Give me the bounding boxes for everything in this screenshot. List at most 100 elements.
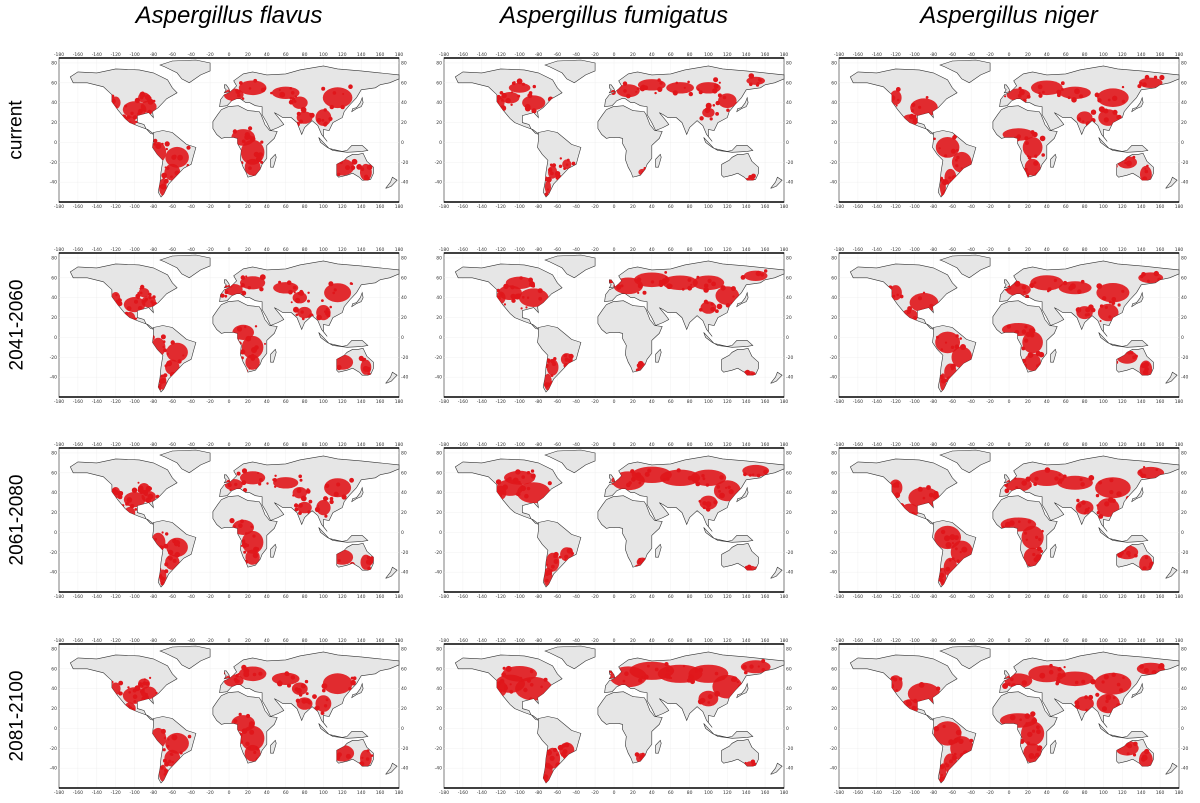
- suitable-area-speck: [936, 335, 939, 339]
- suitable-area-speck: [245, 713, 251, 719]
- suitable-area: [238, 80, 267, 96]
- lat-tick-label: 80: [831, 451, 837, 457]
- lon-tick-label: -140: [872, 247, 882, 253]
- lon-tick-label: 20: [1025, 52, 1031, 58]
- lon-tick-label: -120: [891, 52, 901, 58]
- lon-tick-label: 120: [723, 638, 732, 644]
- suitable-area-speck: [895, 481, 900, 486]
- suitable-area-speck: [1038, 351, 1045, 358]
- lon-tick-label: -180: [834, 52, 844, 58]
- lon-tick-label: 0: [1008, 399, 1011, 405]
- suitable-area-overlay: [108, 274, 372, 392]
- suitable-area-speck: [316, 314, 322, 321]
- lon-tick-label: -140: [477, 52, 487, 58]
- suitable-area-speck: [1126, 752, 1130, 756]
- lon-tick-label: 80: [1082, 399, 1088, 405]
- lat-tick-label: 80: [401, 256, 407, 262]
- suitable-area-speck: [1007, 682, 1011, 686]
- suitable-area-speck: [896, 293, 899, 297]
- suitable-area-speck: [332, 91, 337, 95]
- lon-tick-label: 80: [302, 399, 308, 405]
- suitable-area-speck: [1021, 680, 1027, 686]
- suitable-area-speck: [956, 559, 960, 563]
- suitable-area-speck: [948, 739, 954, 745]
- suitable-area-speck: [551, 163, 557, 168]
- suitable-area-speck: [717, 679, 720, 681]
- lat-tick-label: 40: [831, 100, 837, 106]
- landmass-madagascar: [655, 739, 662, 754]
- lat-tick-label: 80: [436, 256, 442, 262]
- suitable-area-speck: [1014, 280, 1021, 287]
- suitable-area-speck: [1107, 497, 1114, 503]
- suitable-area-speck: [287, 683, 291, 688]
- lon-tick-label: 60: [668, 638, 674, 644]
- lon-tick-label: -120: [891, 442, 901, 448]
- landmass-madagascar: [1050, 543, 1057, 558]
- lon-tick-label: 120: [338, 52, 347, 58]
- lon-tick-label: -160: [853, 204, 863, 210]
- lon-tick-label: 40: [649, 790, 655, 796]
- suitable-area-speck: [531, 284, 536, 288]
- lon-tick-label: -160: [73, 638, 83, 644]
- suitable-area-speck: [1061, 88, 1064, 91]
- suitable-area-speck: [516, 78, 523, 85]
- lat-tick-label: 40: [51, 100, 57, 106]
- lon-tick-label: -100: [129, 204, 139, 210]
- suitable-area-speck: [348, 84, 353, 89]
- suitable-area-speck: [1141, 272, 1146, 277]
- suitable-area-speck: [1101, 680, 1105, 684]
- suitable-area-speck: [329, 305, 333, 309]
- suitable-area: [1056, 671, 1094, 687]
- lon-tick-label: 20: [1025, 442, 1031, 448]
- lat-tick-label: 80: [831, 647, 837, 653]
- lon-tick-label: -60: [169, 638, 176, 644]
- suitable-area: [1029, 469, 1065, 486]
- landmass-madagascar: [270, 739, 277, 754]
- suitable-area-speck: [1076, 498, 1080, 503]
- lon-tick-label: 120: [338, 204, 347, 210]
- lon-tick-label: 20: [245, 204, 251, 210]
- lon-tick-label: -80: [150, 638, 157, 644]
- suitable-area-speck: [258, 671, 263, 676]
- suitable-area-speck: [323, 108, 327, 112]
- lon-tick-label: -180: [834, 790, 844, 796]
- landmass-japan: [351, 682, 364, 699]
- landmass-north-america: [69, 263, 178, 330]
- suitable-area-speck: [955, 149, 959, 152]
- suitable-area-speck: [362, 365, 369, 372]
- suitable-area-speck: [1084, 695, 1088, 700]
- suitable-area-speck: [350, 165, 356, 171]
- lon-tick-label: 180: [395, 399, 404, 405]
- landmass-australia: [721, 152, 759, 181]
- lat-tick-label: 20: [436, 706, 442, 712]
- map-panel-aspergillus-fumigatus-2081-2100: -180 -180 -160 -160 -140 -140 -120 -120 -100 -100…: [430, 636, 798, 796]
- lat-tick-label: -20: [435, 550, 442, 556]
- lon-tick-label: 80: [1082, 594, 1088, 600]
- lon-tick-label: 140: [742, 399, 751, 405]
- suitable-area-speck: [945, 542, 952, 548]
- lat-tick-label: 20: [51, 510, 57, 516]
- lon-tick-label: -40: [188, 594, 195, 600]
- suitable-area-speck: [321, 299, 324, 302]
- lon-tick-label: -80: [150, 442, 157, 448]
- suitable-area-speck: [1027, 564, 1030, 567]
- suitable-area-speck: [699, 697, 706, 704]
- lon-tick-label: -60: [949, 399, 956, 405]
- landmass-africa: [597, 300, 663, 373]
- lon-tick-label: -180: [834, 442, 844, 448]
- suitable-area-speck: [323, 122, 328, 127]
- lon-tick-label: 140: [357, 442, 366, 448]
- lat-tick-label: -20: [1181, 160, 1188, 166]
- lon-tick-label: 100: [1099, 594, 1108, 600]
- lat-tick-label: 40: [786, 490, 792, 496]
- suitable-area-speck: [543, 677, 548, 682]
- lon-tick-label: -120: [496, 442, 506, 448]
- suitable-area-speck: [316, 118, 322, 123]
- lon-tick-label: 80: [1082, 442, 1088, 448]
- suitable-area-speck: [1104, 305, 1108, 309]
- suitable-area-speck: [1004, 95, 1007, 98]
- lon-tick-label: 100: [704, 790, 713, 796]
- suitable-area-speck: [553, 559, 559, 564]
- lat-tick-label: 60: [831, 666, 837, 672]
- suitable-area-speck: [1111, 672, 1116, 677]
